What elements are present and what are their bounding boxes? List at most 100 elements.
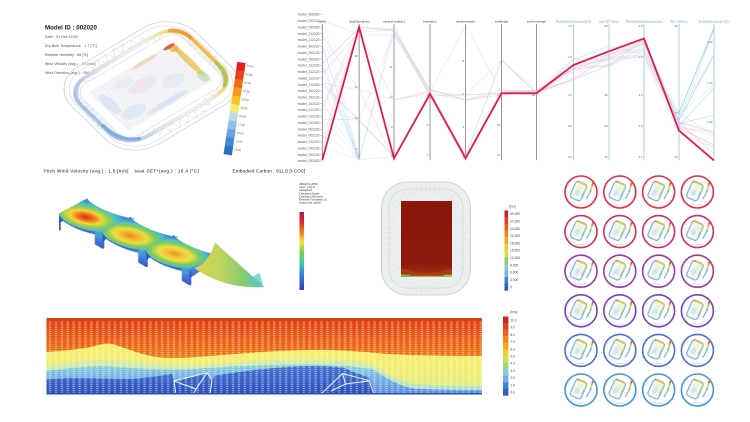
svg-text:mID: mID xyxy=(567,303,571,305)
svg-text:-5: -5 xyxy=(426,93,429,97)
svg-text:xx xxxx xxxxx xx: xx xxxx xxxxx xx xyxy=(652,403,665,405)
svg-text:xx xxxx xxxxx xx: xx xxxx xxxxx xx xyxy=(691,244,704,246)
svg-text:xxx: xxx xyxy=(605,385,608,387)
svg-text:10.0: 10.0 xyxy=(511,319,517,323)
svg-text:xxx: xxx xyxy=(567,187,570,189)
svg-text:model_012120: model_012120 xyxy=(298,115,320,119)
svg-text:xxx: xxx xyxy=(644,306,647,308)
svg-text:EmbodiedCarbon[t-CO2]: EmbodiedCarbon[t-CO2] xyxy=(699,20,730,24)
svg-text:mID: mID xyxy=(605,224,609,226)
svg-text:xx xxxx xxxxx xx: xx xxxx xxxxx xx xyxy=(614,403,627,405)
svg-text:1.40: 1.40 xyxy=(707,40,713,44)
svg-text:xxx: xxx xyxy=(644,226,647,228)
svg-text:xxx: xxx xyxy=(605,187,608,189)
svg-text:0.5: 0.5 xyxy=(568,124,572,128)
svg-text:model_122120: model_122120 xyxy=(298,70,320,74)
svg-text:xxx: xxx xyxy=(567,385,570,387)
svg-text:7.0: 7.0 xyxy=(511,340,516,344)
svg-text:xxx: xxx xyxy=(605,226,608,228)
svg-text:47.50: 47.50 xyxy=(243,89,251,94)
svg-text:30: 30 xyxy=(674,24,678,28)
svg-text:[m/s]: [m/s] xyxy=(511,310,518,314)
svg-text:model_012220: model_012220 xyxy=(298,108,320,112)
svg-text:xxx: xxx xyxy=(567,266,570,268)
svg-text:Wind Velocity (avg.) : 2.0 [m/: Wind Velocity (avg.) : 2.0 [m/s] xyxy=(45,62,96,66)
svg-text:2.5: 2.5 xyxy=(639,24,643,28)
svg-text:4: 4 xyxy=(463,125,465,129)
svg-text:6: 6 xyxy=(463,92,465,96)
svg-text:16: 16 xyxy=(354,54,358,58)
svg-text:12.50: 12.50 xyxy=(235,139,243,144)
svg-text:xxx: xxx xyxy=(644,345,647,347)
svg-text:model_002120: model_002120 xyxy=(298,147,320,151)
svg-text:xx xxxx xxxxx xx: xx xxxx xxxxx xx xyxy=(614,323,627,325)
svg-text:55.00: 55.00 xyxy=(246,64,254,69)
svg-text:model_002220: model_002220 xyxy=(298,127,320,131)
svg-text:6,000: 6,000 xyxy=(510,271,518,275)
svg-text:model_202220: model_202220 xyxy=(298,45,320,49)
svg-text:mID: mID xyxy=(644,185,648,187)
svg-text:ABAQUS (ABR): ABAQUS (ABR) xyxy=(299,182,318,186)
svg-text:xxx: xxx xyxy=(683,226,686,228)
svg-text:mID: mID xyxy=(605,343,609,345)
svg-text:10: 10 xyxy=(604,155,608,159)
svg-text:mID: mID xyxy=(644,383,648,385)
svg-text:10: 10 xyxy=(354,147,358,151)
svg-text:11: 11 xyxy=(390,65,393,69)
svg-text:speed: speed xyxy=(318,20,326,24)
svg-text:xxx: xxx xyxy=(644,266,647,268)
svg-text:PitchWindVelocity(avg.)[m/s]: PitchWindVelocity(avg.)[m/s] xyxy=(556,20,592,24)
svg-text:Dry Bulb Temperature : 1.7 [°C: Dry Bulb Temperature : 1.7 [°C] xyxy=(45,44,97,48)
svg-text:Relative Humidity : 66 [%]: Relative Humidity : 66 [%] xyxy=(45,53,88,57)
svg-text:xxx: xxx xyxy=(605,345,608,347)
svg-text:wing/bowlangle: wing/bowlangle xyxy=(456,20,476,24)
svg-text:mID: mID xyxy=(567,264,571,266)
svg-text:15.00: 15.00 xyxy=(236,131,244,136)
svg-text:xx xxxx xxxxx xx: xx xxxx xxxxx xx xyxy=(652,205,665,207)
svg-text:model_012020: model_012020 xyxy=(298,121,320,125)
svg-text:15,000: 15,000 xyxy=(510,249,520,253)
svg-text:4.0: 4.0 xyxy=(511,362,516,366)
svg-text:50.00: 50.00 xyxy=(244,80,252,85)
svg-text:10.00: 10.00 xyxy=(234,147,242,152)
svg-text:-7: -7 xyxy=(426,153,429,157)
svg-text:14: 14 xyxy=(354,85,358,89)
svg-text:1.5: 1.5 xyxy=(568,55,572,59)
svg-text:xx xxxx xxxxx xx: xx xxxx xxxxx xx xyxy=(575,323,588,325)
svg-text:EUI / kWh/m2: EUI / kWh/m2 xyxy=(670,20,688,24)
svg-text:3.0: 3.0 xyxy=(511,369,516,373)
svg-text:xxx: xxx xyxy=(683,345,686,347)
svg-text:xxx: xxx xyxy=(567,345,570,347)
svg-text:mID: mID xyxy=(683,383,687,385)
svg-text:model_202120: model_202120 xyxy=(298,51,320,55)
svg-text:xx xxxx xxxxx xx: xx xxxx xxxxx xx xyxy=(575,244,588,246)
svg-text:Calculated Nodes: Calculated Nodes xyxy=(299,191,320,195)
svg-text:model_102220: model_102220 xyxy=(298,89,320,93)
svg-text:15: 15 xyxy=(497,123,501,127)
svg-text:model_002020: model_002020 xyxy=(298,13,320,17)
svg-text:xxx: xxx xyxy=(605,306,608,308)
svg-text:Date : 01 Feb 13:00: Date : 01 Feb 13:00 xyxy=(45,35,78,39)
svg-text:22.50: 22.50 xyxy=(240,106,248,111)
svg-text:mID: mID xyxy=(683,343,687,345)
svg-text:mID: mID xyxy=(644,264,648,266)
svg-text:Model ID : 002020: Model ID : 002020 xyxy=(45,24,97,31)
svg-text:0.0: 0.0 xyxy=(568,155,572,159)
svg-text:52.50: 52.50 xyxy=(245,72,253,77)
svg-text:1.20: 1.20 xyxy=(707,81,713,85)
svg-text:17.50: 17.50 xyxy=(238,122,246,127)
svg-text:bowlheight: bowlheight xyxy=(495,20,509,24)
svg-text:model_002120: model_002120 xyxy=(298,153,320,157)
svg-text:xx xxxx xxxxx xx: xx xxxx xxxxx xx xyxy=(691,323,704,325)
svg-text:xxx: xxx xyxy=(683,187,686,189)
svg-text:xx xxxx xxxxx xx: xx xxxx xxxxx xx xyxy=(652,363,665,365)
svg-text:xx xxxx xxxxx xx: xx xxxx xxxxx xx xyxy=(575,205,588,207)
svg-text:mID: mID xyxy=(644,303,648,305)
svg-text:1.0: 1.0 xyxy=(568,93,572,97)
svg-text:xxx: xxx xyxy=(605,266,608,268)
svg-text:mID: mID xyxy=(683,264,687,266)
svg-text:9,000: 9,000 xyxy=(510,263,518,267)
svg-text:mID: mID xyxy=(605,303,609,305)
svg-text:12,000: 12,000 xyxy=(510,256,520,260)
svg-text:5.0: 5.0 xyxy=(511,355,516,359)
